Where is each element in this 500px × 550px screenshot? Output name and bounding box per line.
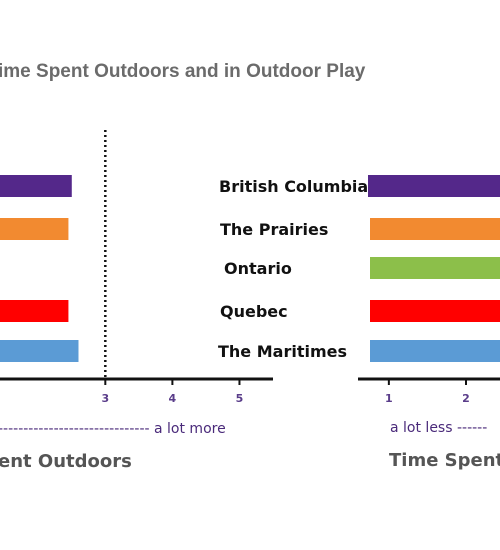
left-tick-label-5: 5 bbox=[236, 392, 244, 405]
right-bar-the-prairies bbox=[370, 218, 500, 240]
left-bar-the-maritimes bbox=[0, 340, 79, 362]
right-tick-label-1: 1 bbox=[385, 392, 393, 405]
right-bar-the-maritimes bbox=[370, 340, 500, 362]
left-x-axis-label: ent Outdoors bbox=[0, 451, 132, 472]
right-chart-panel: British Columbia The Prairies Ontario Quebe… bbox=[218, 175, 500, 471]
region-label-quebec: Quebec bbox=[220, 302, 288, 321]
left-tick-label-3: 3 bbox=[101, 392, 109, 405]
right-tick-label-2: 2 bbox=[462, 392, 470, 405]
annotation-a-lot-less: a lot less ------ bbox=[390, 420, 487, 436]
region-label-ontario: Ontario bbox=[224, 259, 292, 278]
region-label-the-prairies: The Prairies bbox=[220, 220, 328, 239]
left-bar-quebec bbox=[0, 300, 69, 322]
right-bar-british-columbia bbox=[368, 175, 500, 197]
left-bar-the-prairies bbox=[0, 218, 69, 240]
chart-title: ime Spent Outdoors and in Outdoor Play bbox=[0, 61, 366, 82]
annotation-a-lot-more: ------------------------------ a lot mor… bbox=[0, 421, 226, 437]
right-bar-quebec bbox=[370, 300, 500, 322]
right-bar-ontario bbox=[370, 257, 500, 279]
left-bar-british-columbia bbox=[0, 175, 72, 197]
left-tick-label-4: 4 bbox=[169, 392, 177, 405]
right-x-axis-label: Time Spent bbox=[389, 450, 500, 471]
region-label-british-columbia: British Columbia bbox=[219, 177, 368, 196]
region-label-the-maritimes: The Maritimes bbox=[218, 342, 347, 361]
left-chart-panel: 3 4 5 ------------------------------ a lot… bbox=[0, 130, 273, 472]
